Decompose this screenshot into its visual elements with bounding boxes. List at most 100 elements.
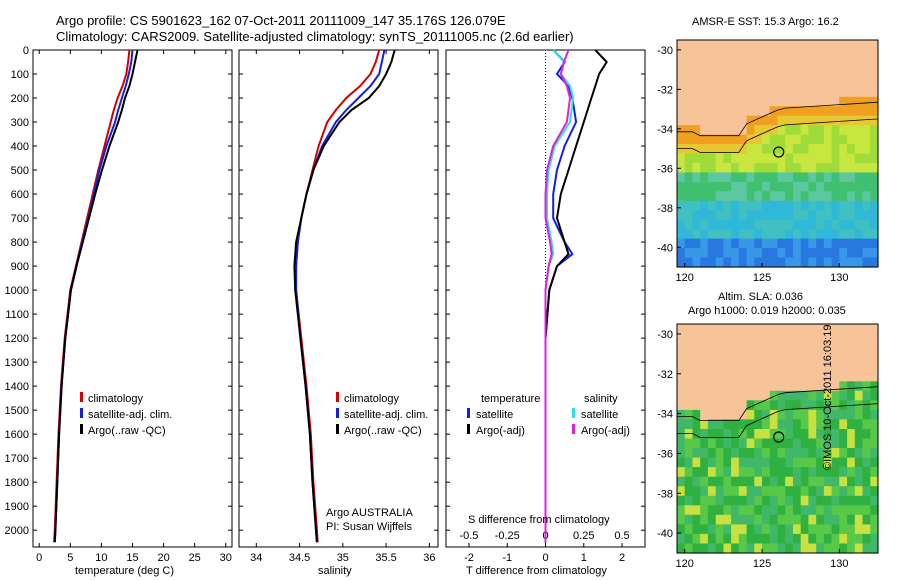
map-cell [754,352,763,363]
map-cell [839,419,848,430]
map-cell [839,219,848,230]
map-cell [731,495,740,506]
map-cell [700,419,709,430]
map-cell [707,40,717,51]
map-cell [816,495,825,506]
map-cell [839,191,848,202]
map-cell [854,467,864,478]
map-cell [677,181,686,192]
series-line [293,49,396,543]
map-cell [677,134,686,145]
map-cell [707,409,717,420]
map-cell [731,87,740,98]
map-cell [762,524,771,535]
map-cell [731,333,740,344]
map-cell [707,219,717,230]
map-cell [800,134,809,145]
map-cell [870,371,879,382]
legend-sal-satellite: satellite [581,409,619,421]
y-tick-label: 400 [11,141,29,153]
map-cell [862,419,871,430]
map-cell [823,87,833,98]
map-cell [808,467,817,478]
map-cell [800,172,809,183]
map-cell [677,87,686,98]
map-cell [746,381,755,392]
map-cell [769,514,779,525]
map-cell [731,514,740,525]
map-cell [754,153,763,164]
map-cell [785,400,794,411]
map-cell [793,115,802,126]
map-cell [816,429,825,440]
map-cell [854,514,864,525]
map-cell [831,248,840,259]
map-cell [777,495,786,506]
map-cell [785,191,794,202]
map-cell [831,514,840,525]
map-cell [847,333,856,344]
map-cell [762,429,771,440]
map-cell [738,191,748,202]
sla-map-title-line1: Altim. SLA: 0.036 [718,291,803,303]
map-cell [692,381,701,392]
map-cell [870,390,879,401]
map-cell [746,163,755,174]
map-cell [800,514,809,525]
map-cell [808,172,817,183]
map-cell [785,486,794,497]
map-cell [746,476,755,487]
map-cell [677,200,686,211]
map-cell [816,77,825,88]
map-cell [785,219,794,230]
map-cell [700,543,709,554]
y-tick-label: -36 [657,163,673,175]
map-cell [715,200,724,211]
map-cell [847,381,856,392]
map-cell [762,248,771,259]
map-cell [793,543,802,554]
map-cell [777,419,786,430]
map-cell [847,371,856,382]
map-cell [700,96,709,107]
map-cell [769,77,779,88]
y-tick-label: 1500 [5,405,29,417]
salinity-legend: climatology satellite-adj. clim. Argo(..… [336,391,428,439]
map-cell [723,191,732,202]
map-cell [854,381,864,392]
map-cell [700,49,709,60]
map-cell [677,400,686,411]
map-cell [715,125,724,136]
map-cell [762,371,771,382]
map-cell [731,68,740,79]
map-cell [754,343,763,354]
map-cell [677,115,686,126]
map-cell [715,381,724,392]
map-cell [715,144,724,155]
map-cell [839,514,848,525]
map-cell [823,77,833,88]
y-tick-label: -38 [657,203,673,215]
map-cell [754,115,763,126]
map-cell [723,68,732,79]
map-cell [692,106,701,117]
map-cell [684,333,693,344]
map-cell [800,200,809,211]
map-cell [793,448,802,459]
map-cell [700,172,709,183]
map-cell [793,87,802,98]
map-cell [769,172,779,183]
map-cell [785,381,794,392]
legend-climatology: climatology [344,393,400,405]
map-cell [839,238,848,249]
map-cell [777,476,786,487]
map-cell [684,409,693,420]
map-cell [692,486,701,497]
map-cell [707,77,717,88]
map-cell [808,96,817,107]
map-cell [823,163,833,174]
map-cell [823,200,833,211]
map-cell [731,77,740,88]
map-cell [731,371,740,382]
